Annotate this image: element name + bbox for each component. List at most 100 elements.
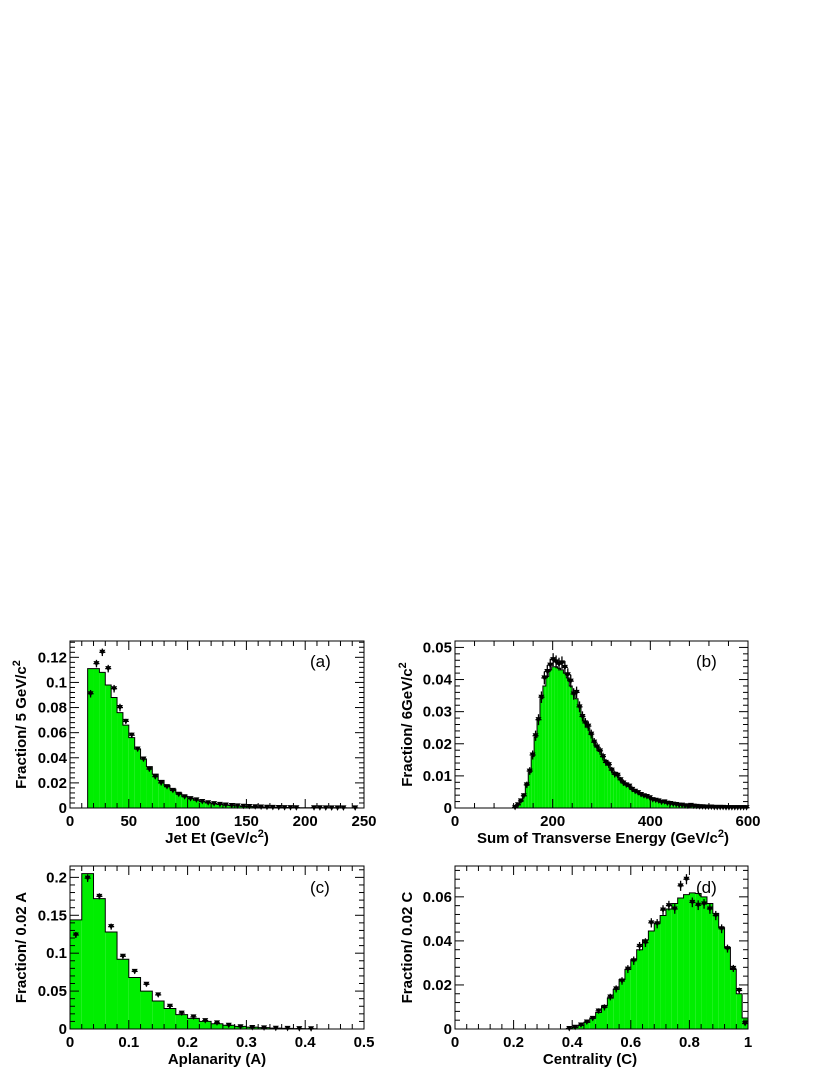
triangle-marker — [564, 672, 571, 678]
triangle-marker — [646, 795, 653, 801]
triangle-marker — [258, 804, 265, 810]
histogram-bin — [93, 668, 100, 808]
histogram-bin — [551, 666, 555, 808]
histogram-bin — [613, 989, 620, 1029]
plot-frame — [69, 640, 365, 809]
histogram-bin — [560, 669, 564, 808]
x-axis-title: Jet Et (GeV/c2) — [165, 828, 269, 847]
histogram-bin — [575, 698, 579, 808]
triangle-marker — [246, 803, 253, 810]
data-point — [166, 1003, 173, 1010]
data-point — [736, 987, 743, 994]
data-point — [214, 1020, 220, 1026]
histogram-bin — [87, 668, 94, 808]
histogram-bin — [134, 748, 141, 808]
x-axis-title-main: Sum of Transverse Energy (GeV/c — [477, 830, 718, 847]
x-axis-title-main: Centrality (C) — [543, 1051, 637, 1068]
histogram — [70, 873, 317, 1029]
histogram-bin — [636, 949, 643, 1029]
data-point — [240, 803, 247, 810]
histogram-bin — [81, 873, 94, 1029]
triangle-marker — [252, 804, 259, 810]
histogram-bin — [648, 930, 655, 1029]
triangle-marker — [202, 1018, 209, 1024]
x-axis-title-main: Aplanarity (A) — [168, 1051, 266, 1068]
x-tick-label: 0 — [451, 813, 459, 830]
histogram-bin — [689, 892, 696, 1029]
triangle-marker — [84, 875, 91, 882]
y-axis-title: Fraction/ 5 GeV/c2 — [11, 660, 30, 789]
triangle-marker — [599, 754, 606, 760]
triangle-marker — [523, 782, 530, 788]
data-point — [648, 918, 655, 928]
triangle-marker — [175, 791, 182, 798]
triangle-marker — [99, 649, 106, 656]
data-point — [712, 910, 719, 921]
y-tick-label: 0.05 — [423, 639, 452, 656]
triangle-marker — [140, 756, 147, 763]
histogram-bin — [663, 802, 666, 808]
triangle-marker — [576, 704, 583, 710]
data-point — [583, 1019, 590, 1025]
x-tick-label: 0.8 — [679, 1034, 700, 1051]
histogram-bin — [117, 959, 129, 1029]
histogram-bin — [181, 796, 188, 808]
y-axis-title-main: Fraction/ 0.02 A — [13, 892, 30, 1003]
data-point — [572, 1024, 579, 1031]
triangle-marker — [187, 796, 194, 802]
triangle-marker — [695, 902, 702, 909]
histogram-bin — [677, 897, 684, 1029]
data-point — [146, 766, 153, 773]
triangle-marker — [591, 739, 598, 746]
data-point — [564, 668, 571, 682]
data-point — [532, 730, 539, 741]
y-tick-label: 0.04 — [423, 933, 453, 950]
triangle-marker — [131, 968, 138, 975]
data-point — [671, 904, 678, 914]
triangle-marker — [577, 1022, 584, 1029]
x-tick-label: 0.2 — [177, 1034, 198, 1051]
data-point — [228, 802, 235, 809]
histogram-bin — [554, 666, 558, 808]
y-axis-title-main: Fraction/ 5 GeV/c — [13, 666, 30, 789]
triangle-marker — [263, 804, 270, 811]
triangle-marker — [585, 723, 592, 730]
triangle-marker — [589, 1015, 596, 1022]
data-point — [601, 1004, 608, 1011]
histogram-bin — [642, 795, 646, 808]
histogram — [87, 668, 353, 808]
data-point — [84, 874, 91, 882]
triangle-marker — [573, 689, 580, 696]
y-tick-label: 0.03 — [423, 704, 452, 721]
histogram-bin — [619, 979, 625, 1029]
triangle-marker — [605, 762, 612, 768]
triangle-marker — [143, 981, 150, 988]
triangle-marker — [234, 803, 241, 809]
triangle-marker — [225, 1022, 232, 1029]
data-point — [660, 905, 667, 915]
triangle-marker — [742, 1020, 749, 1027]
data-point — [140, 756, 147, 763]
triangle-marker — [155, 992, 162, 998]
histogram-bin — [531, 756, 535, 808]
data-point — [234, 803, 241, 809]
triangle-marker — [614, 772, 621, 779]
y-tick-label: 0.05 — [38, 983, 67, 1000]
panel-d-centrality: 0 0.2 0.4 0.6 0.8 1 0 0.02 0.04 0.06 Centrality (C… — [399, 865, 752, 1068]
histogram-bin — [598, 751, 602, 808]
panel-label: (a) — [310, 652, 331, 671]
histogram-bin — [712, 913, 719, 1029]
data-point — [617, 776, 624, 783]
triangle-marker — [624, 966, 631, 973]
histogram-bin — [93, 898, 106, 1029]
histogram-bin — [630, 959, 637, 1029]
data-point — [181, 794, 188, 800]
triangle-marker — [583, 1019, 590, 1025]
y-axis-title-main: Fraction/ 6GeV/c — [399, 668, 416, 786]
panel-c-aplanarity: 0 0.1 0.2 0.3 0.4 0.500.050.10.150.2Aplanarit… — [13, 865, 374, 1068]
triangle-marker — [181, 794, 188, 800]
histogram-bin — [193, 800, 200, 808]
data-point — [155, 992, 162, 998]
data-point — [514, 802, 521, 808]
data-point — [202, 1018, 209, 1024]
